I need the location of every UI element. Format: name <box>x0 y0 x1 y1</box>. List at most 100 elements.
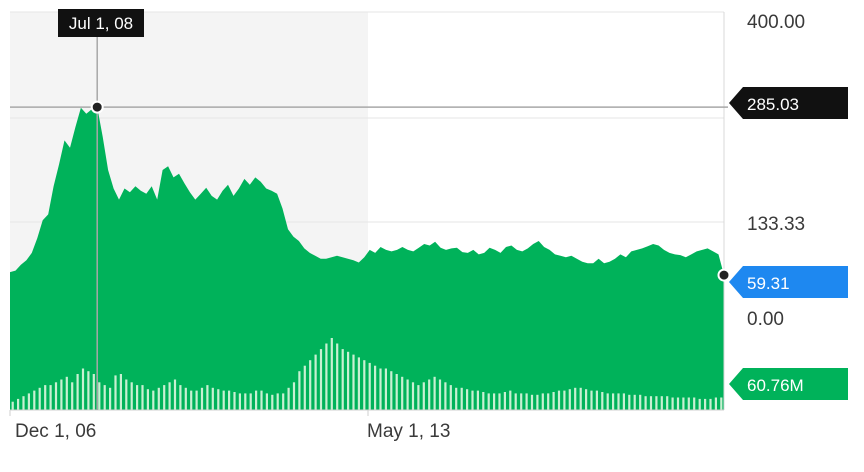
volume-bar <box>136 385 139 410</box>
volume-bar <box>265 393 268 410</box>
volume-bar <box>704 398 707 410</box>
volume-bar <box>49 385 52 410</box>
volume-bar <box>471 390 474 410</box>
volume-bar <box>639 394 642 410</box>
volume-bar <box>103 385 106 410</box>
volume-bar <box>557 390 561 410</box>
volume-bar <box>541 393 544 410</box>
volume-label: 60.76M <box>747 376 804 395</box>
volume-bar <box>146 389 149 410</box>
volume-bar <box>520 393 523 410</box>
volume-bar <box>503 392 506 410</box>
volume-bar <box>184 387 187 410</box>
volume-bar <box>460 387 463 410</box>
volume-bar <box>585 389 588 410</box>
volume-bar <box>612 393 615 410</box>
volume-bar <box>455 387 458 410</box>
volume-bar <box>173 379 177 410</box>
volume-bar <box>152 390 155 410</box>
volume-bar <box>109 387 112 410</box>
volume-bar <box>411 382 415 410</box>
volume-bar <box>568 389 571 410</box>
crosshair-value-flag: 285.03 <box>729 87 848 119</box>
volume-bar <box>255 390 258 410</box>
volume-bar <box>319 349 323 410</box>
volume-bar <box>536 394 539 410</box>
x-tick-label: May 1, 13 <box>367 421 450 442</box>
volume-bar <box>81 368 85 410</box>
volume-bar <box>590 390 593 410</box>
volume-bar <box>125 379 128 410</box>
volume-bar <box>60 379 63 410</box>
volume-bar <box>530 394 534 410</box>
volume-bar <box>309 360 312 410</box>
volume-bar <box>222 390 225 410</box>
volume-bar <box>114 375 117 410</box>
volume-bar <box>292 382 296 410</box>
volume-bar <box>552 392 555 410</box>
volume-bar <box>33 390 36 410</box>
volume-bar <box>633 394 636 410</box>
volume-bar <box>141 385 144 410</box>
volume-bar <box>666 396 669 410</box>
x-axis: Dec 1, 06 May 1, 13 <box>9 410 450 442</box>
volume-flag: 60.76M <box>729 368 848 400</box>
volume-bar <box>428 379 431 410</box>
volume-bar <box>509 390 512 410</box>
volume-bar <box>514 393 517 410</box>
volume-bar <box>249 393 252 410</box>
volume-bar <box>330 338 333 410</box>
y-axis: 400.00 133.33 0.00 <box>747 12 805 330</box>
last-price-point <box>717 268 731 282</box>
volume-bar <box>276 393 279 410</box>
volume-bar <box>363 360 366 410</box>
volume-flag-box <box>729 368 848 400</box>
volume-bar <box>660 396 663 410</box>
volume-bar <box>676 397 680 410</box>
volume-bar <box>233 392 236 410</box>
volume-bar <box>325 343 328 410</box>
volume-bar <box>714 397 717 410</box>
volume-bar <box>206 385 209 410</box>
volume-bar <box>352 354 355 410</box>
volume-bar <box>487 393 490 410</box>
volume-bar <box>601 392 604 410</box>
crosshair-point <box>90 100 104 114</box>
volume-bar <box>238 393 241 410</box>
volume-bar <box>336 343 339 410</box>
volume-bar <box>271 394 274 410</box>
volume-bar <box>168 382 171 410</box>
volume-bar <box>130 382 133 410</box>
volume-bar <box>622 393 625 410</box>
volume-bar <box>444 382 447 410</box>
volume-bar <box>38 387 41 410</box>
volume-bar <box>493 393 496 410</box>
volume-bar <box>422 382 425 410</box>
volume-bar <box>406 379 409 410</box>
volume-bar <box>44 385 47 410</box>
volume-bar <box>27 393 30 410</box>
volume-bar <box>617 393 620 410</box>
volume-bar <box>374 365 377 410</box>
volume-bar <box>671 397 674 410</box>
volume-bar <box>649 396 653 410</box>
volume-bar <box>200 387 204 410</box>
volume-bar <box>401 376 404 410</box>
crosshair-date-flag: Jul 1, 08 <box>58 9 144 37</box>
volume-bar <box>195 390 198 410</box>
volume-bar <box>11 401 14 410</box>
volume-bar <box>525 393 528 410</box>
volume-bar <box>303 365 306 410</box>
volume-bar <box>417 385 420 410</box>
volume-bar <box>547 393 550 410</box>
volume-bar <box>687 397 690 410</box>
volume-bar <box>698 398 701 410</box>
volume-bar <box>595 390 598 410</box>
volume-bar <box>395 374 398 410</box>
crosshair-date-flag-box <box>58 9 144 37</box>
volume-bar <box>606 393 609 410</box>
volume-bar <box>341 349 344 410</box>
volume-bar <box>655 396 658 410</box>
volume-bar <box>54 382 58 410</box>
volume-bar <box>476 390 479 410</box>
